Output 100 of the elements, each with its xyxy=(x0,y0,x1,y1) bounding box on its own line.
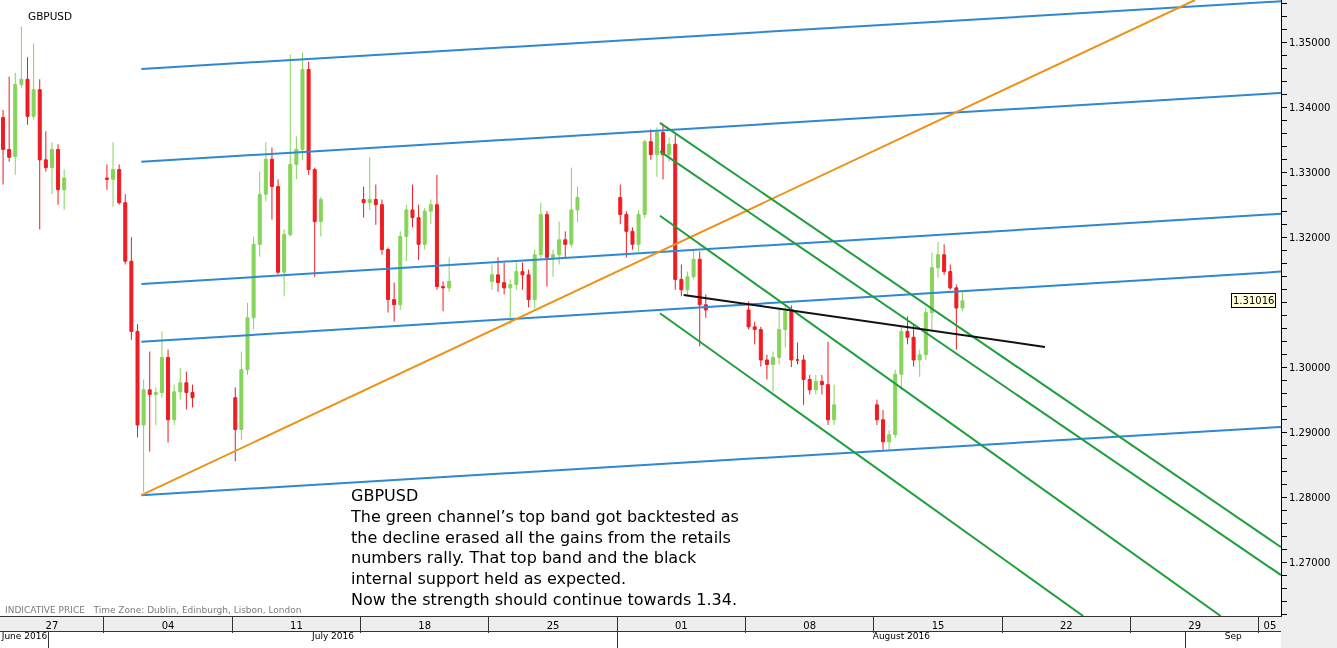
x-tick-label: 01 xyxy=(675,620,688,631)
x-tick-label: 15 xyxy=(931,620,945,631)
candlestick xyxy=(954,284,959,351)
annotation: INDICATIVE PRICE Time Zone: Dublin, Edinburgh, Lisbon, London xyxy=(5,605,302,615)
candlestick xyxy=(312,167,317,278)
candlestick xyxy=(288,54,293,238)
candlestick xyxy=(502,262,507,295)
candlestick xyxy=(942,243,947,276)
candlestick xyxy=(917,349,922,378)
candlestick xyxy=(936,241,941,278)
candlestick xyxy=(807,374,812,395)
text: GBPUSD xyxy=(28,9,73,22)
y-tick-label: 1.30000 xyxy=(1289,361,1331,373)
candlestick xyxy=(7,76,12,163)
candlestick xyxy=(777,306,782,366)
candlestick xyxy=(899,326,904,391)
candlestick xyxy=(826,341,831,426)
candlestick xyxy=(642,139,647,219)
candlestick xyxy=(679,263,684,297)
candlestick xyxy=(929,252,934,330)
candlestick xyxy=(282,228,287,297)
y-tick-label: 1.27000 xyxy=(1289,556,1331,568)
x-tick-label: 05 xyxy=(1263,620,1277,631)
x-tick-label: 22 xyxy=(1059,620,1073,631)
x2-tick-label: July 2016 xyxy=(311,631,355,642)
candlestick xyxy=(832,384,837,426)
x-tick-label: 29 xyxy=(1188,620,1202,631)
candlestick xyxy=(874,399,879,426)
candlestick xyxy=(514,262,519,291)
candlestick xyxy=(367,156,372,211)
candlestick xyxy=(159,330,164,399)
candlestick xyxy=(153,386,158,426)
x2-tick-label: Sep xyxy=(1224,631,1243,642)
candlestick xyxy=(673,134,678,291)
candlestick xyxy=(948,263,953,291)
candlestick xyxy=(141,378,146,493)
candlestick xyxy=(654,126,659,178)
candlestick xyxy=(746,301,751,330)
candlestick xyxy=(276,178,281,275)
candlestick xyxy=(428,198,433,225)
x-tick-label: 18 xyxy=(418,620,432,631)
candlestick xyxy=(881,409,886,451)
y-tick-label: 1.34000 xyxy=(1289,101,1331,113)
candlestick xyxy=(789,304,794,368)
candlestick xyxy=(43,130,48,173)
candlestick xyxy=(62,169,67,211)
candlestick xyxy=(636,209,641,252)
candlestick xyxy=(422,207,427,251)
candlestick xyxy=(764,354,769,380)
x-tick-label: 04 xyxy=(161,620,175,631)
x-tick-label: 11 xyxy=(290,620,303,631)
candlestick xyxy=(404,204,409,262)
candlestick xyxy=(257,171,262,258)
y-tick-label: 1.28000 xyxy=(1289,491,1331,503)
candlestick xyxy=(813,374,818,395)
candlestick xyxy=(887,429,892,451)
annotation: 1.31016 xyxy=(1233,295,1275,306)
x-tick-label: 27 xyxy=(45,620,59,631)
candlestick xyxy=(398,230,403,311)
y-tick-label: 1.35000 xyxy=(1289,36,1331,48)
candlestick xyxy=(269,147,274,221)
candlestick xyxy=(697,250,702,347)
candlestick xyxy=(37,78,42,230)
candlestick xyxy=(306,61,311,176)
candlestick xyxy=(263,141,268,202)
candlestick xyxy=(648,128,653,161)
candlestick xyxy=(819,374,824,395)
candlestick xyxy=(19,26,24,89)
candlestick xyxy=(551,249,556,278)
candlestick xyxy=(489,263,494,291)
candlestick xyxy=(361,185,366,219)
candlestick xyxy=(538,202,543,259)
candlestick xyxy=(795,341,800,366)
candlestick xyxy=(752,321,757,345)
candlestick xyxy=(172,384,177,426)
candlestick xyxy=(544,210,549,288)
candlestick xyxy=(508,278,513,325)
candlestick xyxy=(618,184,623,225)
y-tick-label: 1.33000 xyxy=(1289,166,1331,178)
candlestick xyxy=(25,56,30,126)
candlestick xyxy=(447,256,452,293)
candlestick xyxy=(758,326,763,367)
candlestick xyxy=(379,198,384,256)
y-tick-label: 1.29000 xyxy=(1289,426,1331,438)
candlestick xyxy=(434,174,439,291)
y-tick-label: 1.32000 xyxy=(1289,231,1331,243)
candlestick xyxy=(178,367,183,401)
candlestick xyxy=(166,349,171,444)
candlestick xyxy=(563,230,568,258)
candlestick xyxy=(233,386,238,462)
candlestick xyxy=(771,351,776,393)
candlestick xyxy=(893,369,898,439)
x-tick-label: 25 xyxy=(546,620,560,631)
candlestick xyxy=(31,43,36,121)
candlestick xyxy=(557,221,562,265)
candlestick xyxy=(441,280,446,312)
candlestick xyxy=(923,306,928,361)
candlestick xyxy=(49,141,54,195)
candlestick xyxy=(117,163,122,206)
x2-tick-label: August 2016 xyxy=(872,631,931,642)
